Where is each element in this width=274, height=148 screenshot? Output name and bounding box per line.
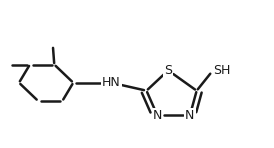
Text: S: S — [164, 64, 172, 77]
Text: N: N — [153, 109, 162, 122]
Text: HN: HN — [102, 76, 121, 89]
Text: N: N — [185, 109, 195, 122]
Text: SH: SH — [213, 64, 230, 77]
